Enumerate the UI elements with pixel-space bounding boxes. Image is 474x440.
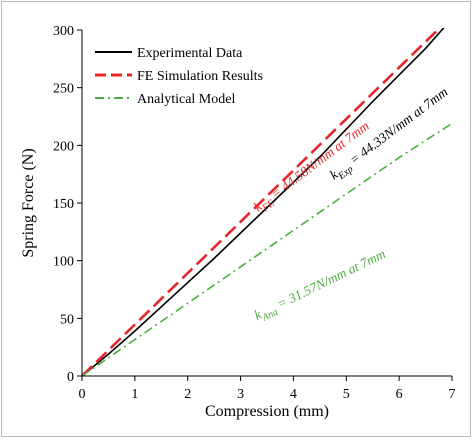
y-tick-label: 150 xyxy=(53,197,74,212)
legend-label-1: FE Simulation Results xyxy=(137,69,263,84)
x-tick-label: 2 xyxy=(184,387,191,402)
y-axis-label: Spring Force (N) xyxy=(20,148,37,257)
series-line-2 xyxy=(82,122,453,376)
x-tick-label: 1 xyxy=(131,387,138,402)
plot-lines xyxy=(82,28,453,376)
x-tick-label: 5 xyxy=(343,387,350,402)
x-ticks: 0 1 2 3 4 5 6 7 xyxy=(79,376,456,402)
y-tick-label: 300 xyxy=(53,24,74,39)
y-ticks: 0 50 100 150 200 250 300 xyxy=(53,24,82,385)
series-line-0 xyxy=(82,28,445,376)
y-tick-label: 50 xyxy=(60,312,74,327)
x-tick-label: 7 xyxy=(449,387,456,402)
x-tick-label: 6 xyxy=(396,387,403,402)
y-tick-label: 100 xyxy=(53,255,74,270)
annotation-fe: kFE = 44.58N/mm at 7mm xyxy=(251,118,375,218)
x-tick-label: 3 xyxy=(237,387,244,402)
legend-label-2: Analytical Model xyxy=(137,92,235,107)
annotation-ana: kAna = 31.57N/mm at 7mm xyxy=(252,246,390,326)
y-tick-label: 0 xyxy=(67,370,74,385)
legend: Experimental Data FE Simulation Results An… xyxy=(95,46,263,107)
x-axis-label: Compression (mm) xyxy=(205,403,329,420)
legend-label-0: Experimental Data xyxy=(137,46,243,61)
y-tick-label: 250 xyxy=(53,82,74,97)
x-tick-label: 4 xyxy=(290,387,297,402)
series-line-1 xyxy=(82,28,442,376)
y-tick-label: 200 xyxy=(53,139,74,154)
x-tick-label: 0 xyxy=(79,387,86,402)
